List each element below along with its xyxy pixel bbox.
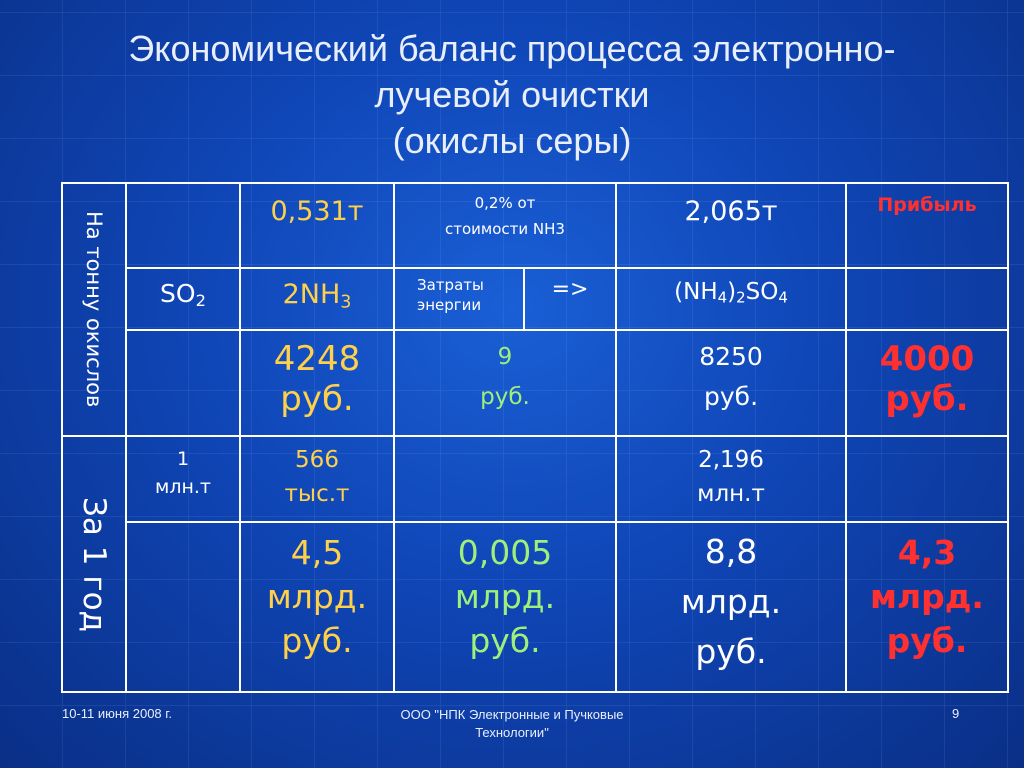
product-value-per-ton: 8250 руб. [615, 329, 847, 437]
title-line-2: лучевой очистки [374, 74, 650, 115]
profit-per-year: 4,3 млрд. руб. [845, 521, 1009, 693]
page-number: 9 [952, 706, 960, 721]
nh3-per-ton: 0,531т [239, 182, 395, 269]
nh3-label: 2NH3 [239, 267, 395, 331]
ammonium-sulfate-label: (NH4)2SO4 [615, 267, 847, 331]
nh3-cost-per-year: 4,5 млрд. руб. [239, 521, 395, 693]
so2-per-year: 1 млн.т [125, 435, 241, 523]
table-row: 4248 руб. 9 руб. 8250 руб. 4000 руб. [62, 329, 1009, 437]
table-cell [125, 521, 241, 693]
profit-header: Прибыль [845, 182, 1009, 269]
row-group-per-year: За 1 год [61, 435, 127, 693]
slide-title: Экономический баланс процесса электронно… [0, 26, 1024, 164]
arrow-cell: => [523, 267, 617, 331]
table-cell [845, 435, 1009, 523]
energy-cost-per-ton: 9 руб. [393, 329, 617, 437]
energy-cost-per-year: 0,005 млрд. руб. [393, 521, 617, 693]
balance-table: На тонну окислов 0,531т 0,2% от стоимост… [61, 182, 1009, 693]
title-line-1: Экономический баланс процесса электронно… [128, 28, 896, 69]
so2-label: SO2 [125, 267, 241, 331]
energy-cost-note: 0,2% от стоимости NH3 [393, 182, 617, 269]
table-cell [845, 267, 1009, 331]
footer-date: 10-11 июня 2008 г. [62, 706, 173, 721]
profit-per-ton: 4000 руб. [845, 329, 1009, 437]
table-row: За 1 год 1 млн.т 566 тыс.т 2,196 млн.т [61, 435, 1009, 693]
product-value-per-year: 8,8 млрд. руб. [615, 521, 847, 693]
table-row: На тонну окислов 0,531т 0,2% от стоимост… [61, 182, 1009, 437]
table-cell [125, 329, 241, 437]
row-group-per-ton: На тонну окислов [61, 182, 127, 437]
title-line-3: (окислы серы) [392, 120, 632, 161]
footer-organization: ООО "НПК Электронные и Пучковые Технолог… [400, 707, 624, 740]
table-row: SO2 2NH3 Затраты энергии => (NH4)2SO4 [62, 267, 1009, 331]
nh3-per-year: 566 тыс.т [239, 435, 395, 523]
product-per-year: 2,196 млн.т [615, 435, 847, 523]
table-row: 4,5 млрд. руб. 0,005 млрд. руб. 8,8 млрд. руб.… [62, 521, 1009, 693]
energy-cost-label: Затраты энергии [393, 267, 525, 331]
table-cell [125, 182, 241, 269]
table-cell [393, 435, 617, 523]
nh3-cost-per-ton: 4248 руб. [239, 329, 395, 437]
product-per-ton: 2,065т [615, 182, 847, 269]
